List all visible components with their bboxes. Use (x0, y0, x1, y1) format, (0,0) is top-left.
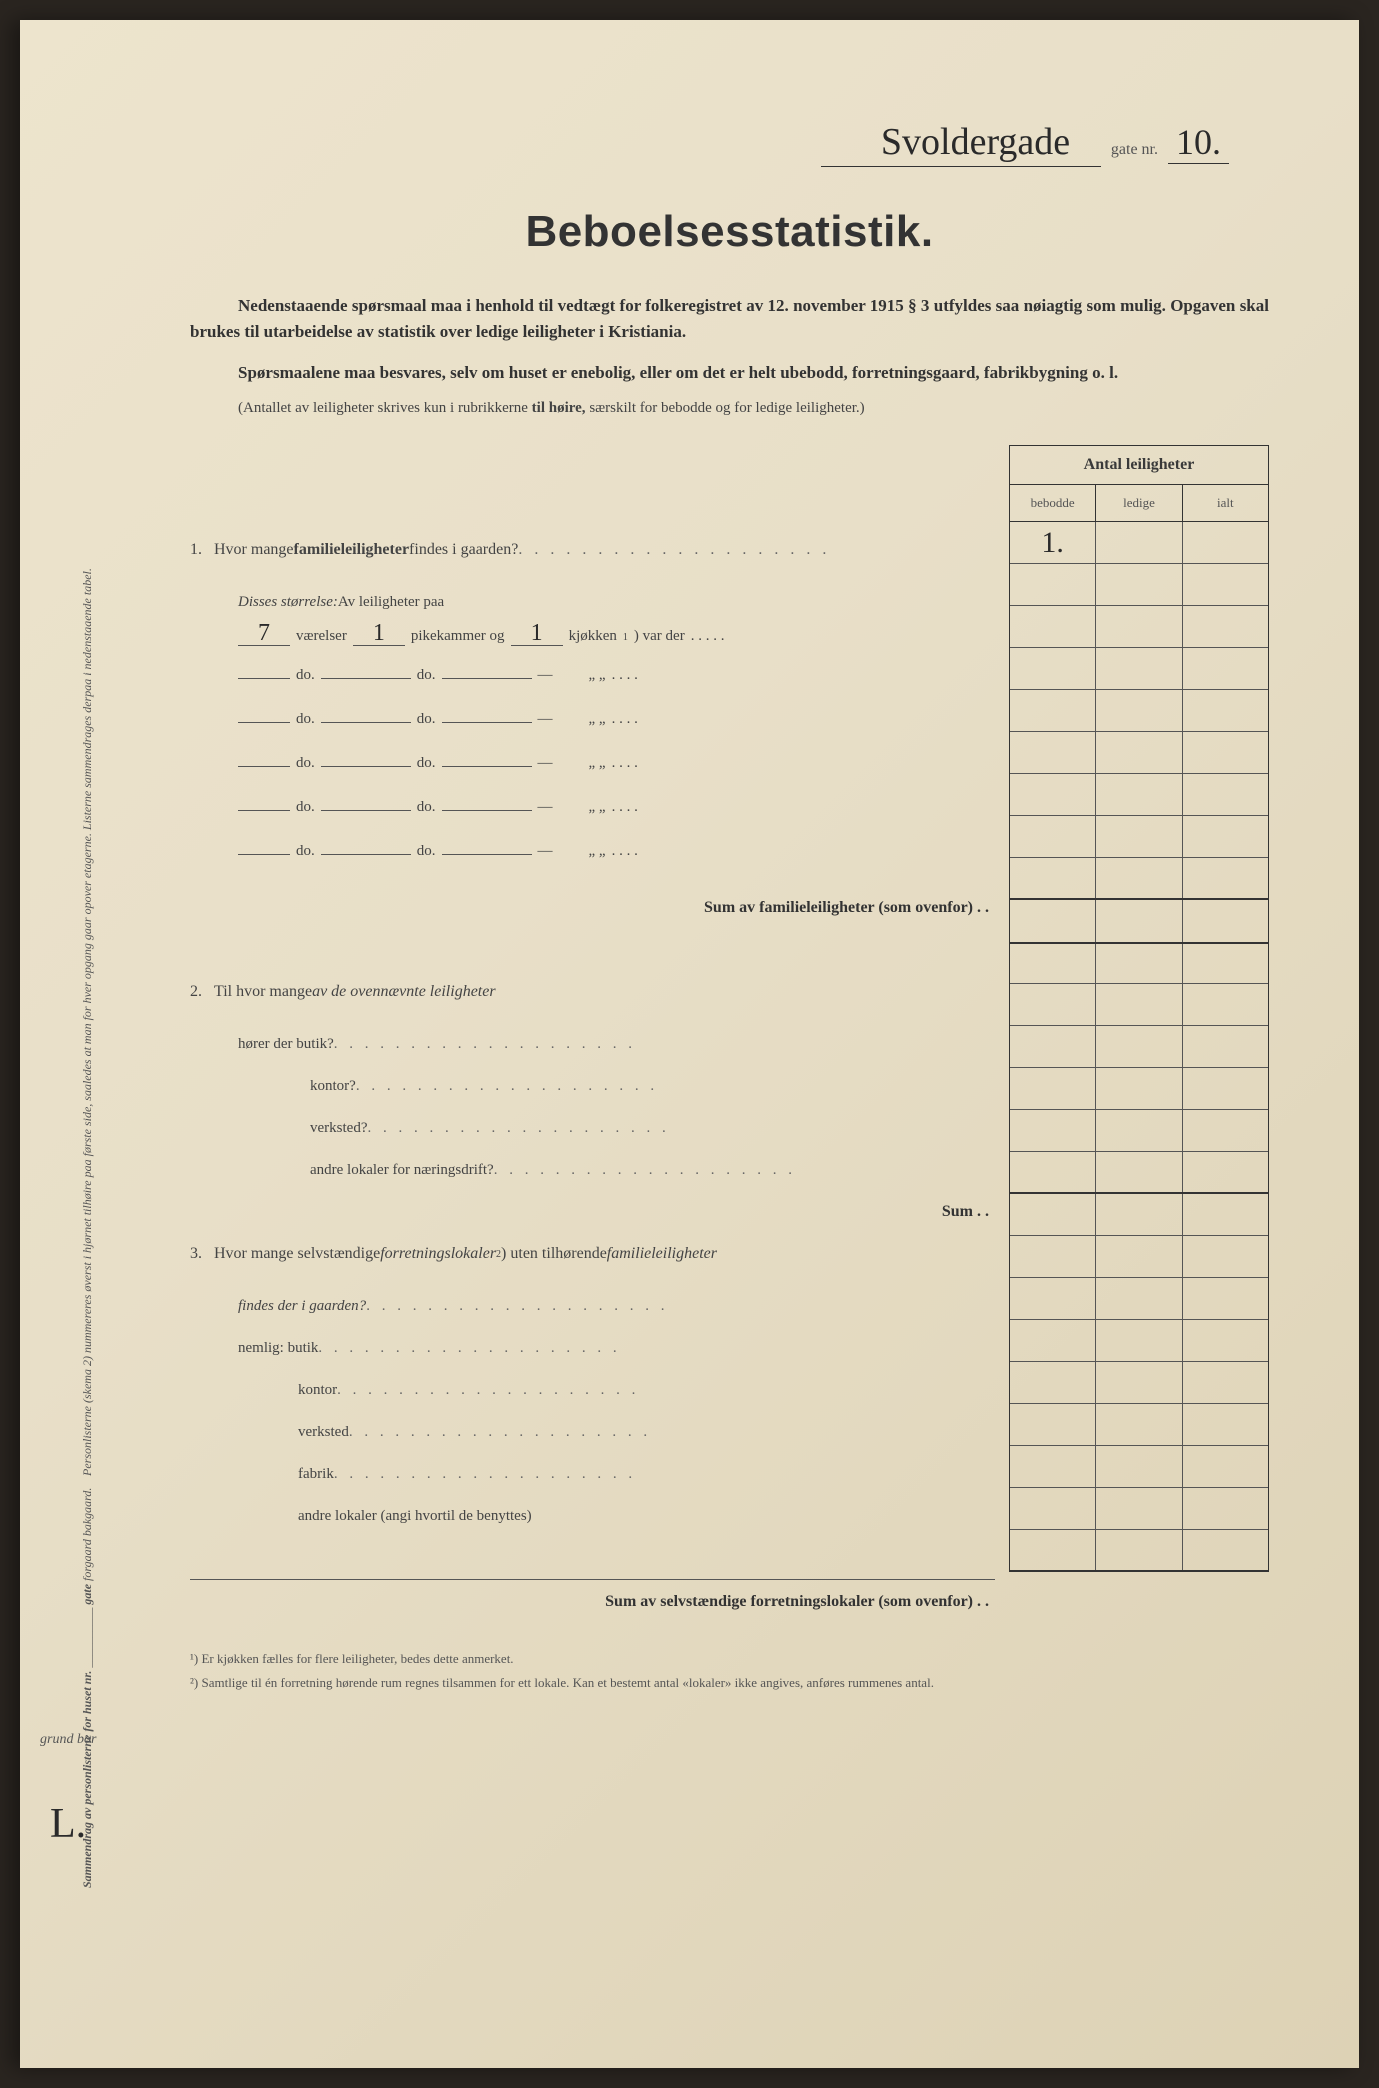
col-ialt: ialt (1182, 485, 1268, 521)
q1-row-2: do. do. — „ „ . . . . (190, 667, 995, 711)
spine-bottom-label: grund bor (40, 1732, 96, 1748)
q1-row-4: do. do. — „ „ . . . . (190, 755, 995, 799)
footnote-2: ²) Samtlige til én forretning hørende ru… (190, 1673, 1269, 1693)
q2-butik: hører der butik? (190, 1023, 995, 1065)
table-header: Antal leiligheter bebodde ledige ialt (1009, 445, 1269, 522)
spine-instructions: Personlisterne (skema 2) nummereres øver… (80, 568, 180, 1476)
q3-andre: andre lokaler (angi hvortil de benyttes) (190, 1495, 995, 1537)
street-name-field: Svoldergade (821, 120, 1101, 167)
q1-sum: Sum av familieleiligheter (som ovenfor) … (190, 887, 995, 929)
q1-row-3: do. do. — „ „ . . . . (190, 711, 995, 755)
gate-label: gate nr. (1111, 141, 1158, 159)
q3-butik: nemlig: butik (190, 1327, 995, 1369)
document-page: Sammendrag av personlisterne for huset n… (20, 20, 1359, 2068)
q3-kontor: kontor (190, 1369, 995, 1411)
spine-margin: Sammendrag av personlisterne for huset n… (80, 20, 180, 2068)
q1-row-1: 7 værelser 1 pikekammer og 1 kjøkken1) v… (190, 623, 995, 667)
q1-row-6: do. do. — „ „ . . . . (190, 843, 995, 887)
intro-note: (Antallet av leiligheter skrives kun i r… (190, 400, 1269, 417)
gate-number-field: 10. (1168, 121, 1229, 164)
table-title: Antal leiligheter (1010, 446, 1268, 485)
q1-subtitle: Disses størrelse: Av leiligheter paa (190, 581, 995, 623)
q3-line2: findes der i gaarden? (190, 1285, 995, 1327)
q2-sum: Sum . . (190, 1191, 995, 1233)
q2-kontor: kontor? (190, 1065, 995, 1107)
spine-title: Sammendrag av personlisterne for huset n… (80, 1671, 94, 1888)
q1-value: 1. (1041, 526, 1064, 560)
col-ledige: ledige (1095, 485, 1181, 521)
spine-handwritten-mark: L. (50, 1800, 86, 1848)
q2-andre: andre lokaler for næringsdrift? (190, 1149, 995, 1191)
q3-verksted: verksted (190, 1411, 995, 1453)
q3-sum: Sum av selvstændige forretningslokaler (… (190, 1579, 995, 1621)
questions-column: 1. Hvor mange familieleiligheter findes … (190, 445, 1009, 1621)
page-title: Beboelsesstatistik. (190, 207, 1269, 257)
col-bebodde: bebodde (1010, 485, 1095, 521)
question-1: 1. Hvor mange familieleiligheter findes … (190, 529, 995, 571)
table-body: 1. (1009, 522, 1269, 1572)
header-address: Svoldergade gate nr. 10. (190, 120, 1269, 167)
spine-forgaard: forgaard bakgaard. (80, 1488, 94, 1581)
main-content: 1. Hvor mange familieleiligheter findes … (190, 445, 1269, 1621)
q3-fabrik: fabrik (190, 1453, 995, 1495)
intro-paragraph-2: Spørsmaalene maa besvares, selv om huset… (190, 360, 1269, 386)
question-3: 3. Hvor mange selvstændige forretningslo… (190, 1233, 995, 1275)
q1-row-5: do. do. — „ „ . . . . (190, 799, 995, 843)
footnotes: ¹) Er kjøkken fælles for flere leilighet… (190, 1649, 1269, 1692)
tally-table: Antal leiligheter bebodde ledige ialt 1. (1009, 445, 1269, 1621)
q2-verksted: verksted? (190, 1107, 995, 1149)
intro-paragraph-1: Nedenstaaende spørsmaal maa i henhold ti… (190, 293, 1269, 346)
footnote-1: ¹) Er kjøkken fælles for flere leilighet… (190, 1649, 1269, 1669)
question-2: 2. Til hvor mange av de ovennævnte leili… (190, 971, 995, 1013)
spine-gate: gate (80, 1584, 94, 1605)
